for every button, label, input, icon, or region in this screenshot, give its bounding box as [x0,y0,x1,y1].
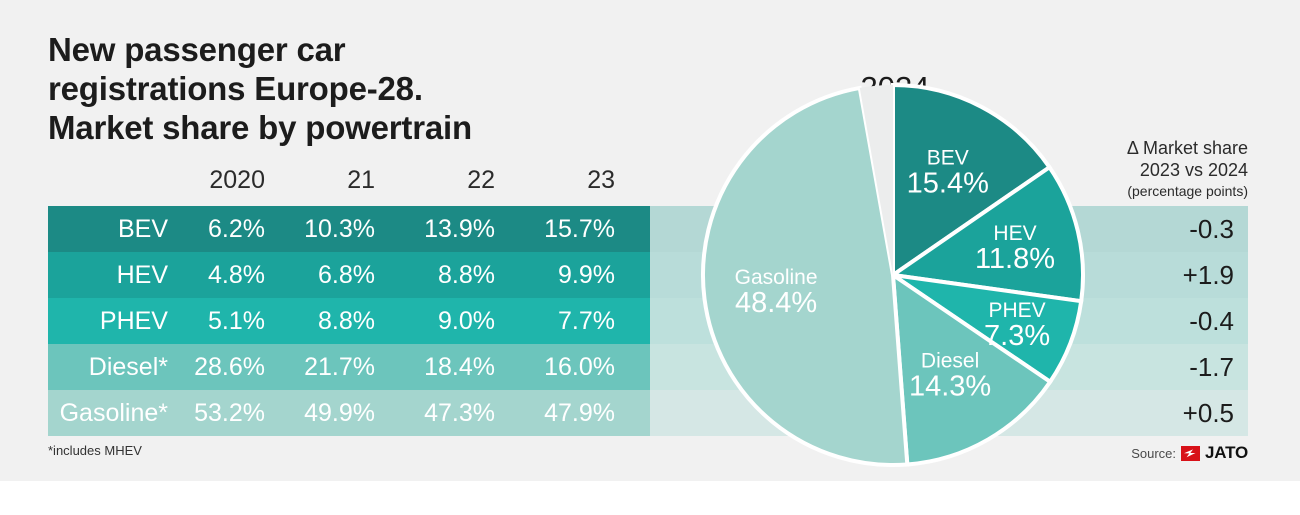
column-header-22: 22 [467,166,495,194]
table-column-headers: 2020 21 22 23 [48,166,650,204]
table-cell: 5.1% [208,307,265,335]
row-label-gasoline: Gasoline* [59,399,168,427]
table-cell: 28.6% [194,353,265,381]
title-line-3: Market share by powertrain [48,109,472,146]
pie-slice-gasoline [701,85,910,467]
pie-chart: 2024 BEV15.4%HEV11.8%PHEV7.3%Diesel14.3%… [660,30,1130,480]
row-label-diesel: Diesel* [88,353,168,381]
pie-svg: BEV15.4%HEV11.8%PHEV7.3%Diesel14.3%Gasol… [701,82,1085,467]
delta-value: -0.3 [1189,214,1234,244]
pie-slice-name: Diesel [921,350,979,373]
table-row: BEV 6.2% 10.3% 13.9% 15.7% [48,206,650,252]
delta-header-line-3: (percentage points) [1127,183,1248,199]
pie-slice-name: PHEV [989,299,1046,322]
table-cell: 21.7% [304,353,375,381]
table-row: Diesel* 28.6% 21.7% 18.4% 16.0% [48,344,650,390]
source-label: Source: [1131,445,1177,461]
table-cell: 8.8% [438,261,495,289]
pie-slice-value: 7.3% [984,320,1050,352]
footnote: *includes MHEV [48,443,142,458]
pie-slice-name: BEV [927,147,969,170]
row-label-phev: PHEV [99,307,168,335]
pie-slice-diesel [890,271,1053,467]
table-cell: 53.2% [194,399,265,427]
delta-values-column: -0.3 +1.9 -0.4 -1.7 +0.5 [1003,206,1248,436]
table-cell: 9.9% [558,261,615,289]
delta-value: -1.7 [1189,352,1234,382]
table-row: HEV 4.8% 6.8% 8.8% 9.9% [48,252,650,298]
pie-slice-value: 11.8% [975,243,1055,275]
row-label-bev: BEV [117,215,168,243]
table-cell: 16.0% [544,353,615,381]
table-cell: 6.8% [318,261,375,289]
delta-value: +1.9 [1182,260,1234,290]
title-line-1: New passenger car [48,31,346,68]
table-row: PHEV 5.1% 8.8% 9.0% 7.7% [48,298,650,344]
pie-slice-value: 14.3% [909,371,991,403]
source-credit: Source: JATO [1131,443,1248,463]
pie-slice-bev [891,82,1053,279]
pie-slice-value: 15.4% [907,168,989,200]
delta-value: +0.5 [1182,398,1234,428]
table-cell: 15.7% [544,215,615,243]
table-cell: 49.9% [304,399,375,427]
jato-logo-icon [1181,445,1201,461]
table-cell: 4.8% [208,261,265,289]
column-header-23: 23 [587,166,615,194]
page-title: New passenger car registrations Europe-2… [48,30,648,147]
table-cell: 18.4% [424,353,495,381]
pie-slice-hev [887,164,1085,304]
pie-slice-name: HEV [993,222,1036,245]
delta-header-line-2: 2023 vs 2024 [1139,160,1248,180]
table-cell: 47.3% [424,399,495,427]
delta-header-line-1: Δ Market share [1126,138,1248,158]
title-line-2: registrations Europe-28. [48,70,423,107]
jato-wordmark: JATO [1205,443,1248,462]
row-label-hev: HEV [116,261,168,289]
powertrain-table: BEV 6.2% 10.3% 13.9% 15.7% HEV 4.8% 6.8% 8.8% 9.9… [48,206,650,436]
table-row: Gasoline* 53.2% 49.9% 47.3% 47.9% [48,390,650,436]
pie-slice-value: 48.4% [735,287,817,319]
table-cell: 47.9% [544,399,615,427]
table-cell: 6.2% [208,215,265,243]
pie-slice-name: Gasoline [735,266,818,289]
pie-slice-other [859,85,893,275]
column-header-2020: 2020 [209,166,265,194]
delta-column-header: Δ Market share 2023 vs 2024 (percentage … [1028,137,1248,201]
table-cell: 10.3% [304,215,375,243]
delta-value: -0.4 [1189,306,1234,336]
table-cell: 13.9% [424,215,495,243]
table-cell: 8.8% [318,307,375,335]
column-header-21: 21 [347,166,375,194]
table-cell: 9.0% [438,307,495,335]
table-cell: 7.7% [558,307,615,335]
